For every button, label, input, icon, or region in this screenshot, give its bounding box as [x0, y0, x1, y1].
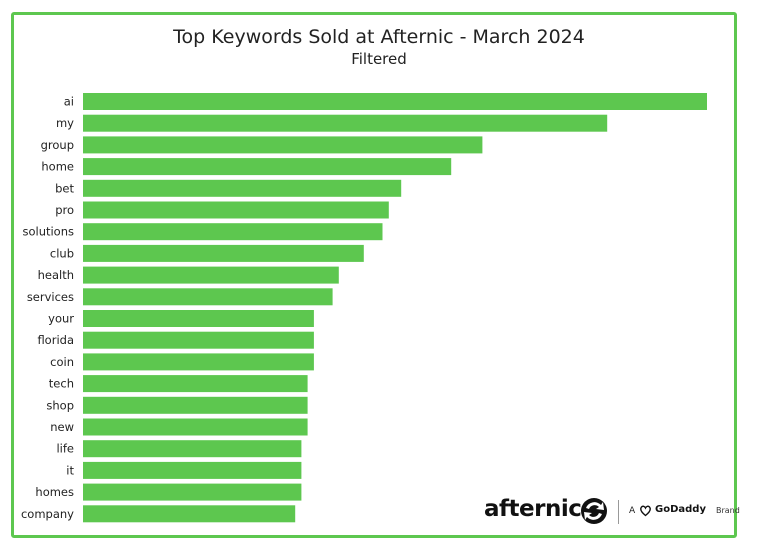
bar-your — [83, 310, 314, 327]
bar-my — [83, 114, 608, 132]
category-label-homes: homes — [35, 485, 74, 499]
bar-solutions — [83, 223, 383, 241]
chart-subtitle: Filtered — [351, 50, 407, 68]
afternic-swirl-icon — [581, 498, 607, 524]
bar-bet — [83, 179, 402, 197]
bar-health — [83, 266, 339, 284]
bar-services — [83, 288, 333, 306]
brand-name: GoDaddy — [655, 504, 706, 515]
bar-life — [83, 440, 302, 458]
bar-homes — [83, 483, 302, 501]
category-label-health: health — [38, 268, 74, 282]
bar-ai — [83, 93, 707, 110]
afternic-logo-text: afternic — [484, 496, 582, 522]
category-label-your: your — [48, 312, 74, 326]
category-label-coin: coin — [50, 355, 74, 369]
category-label-services: services — [27, 290, 74, 304]
category-label-solutions: solutions — [22, 225, 74, 239]
bar-tech — [83, 375, 308, 393]
category-label-bet: bet — [55, 181, 74, 195]
bar-company — [83, 505, 296, 523]
category-label-group: group — [41, 138, 74, 152]
bar-new — [83, 418, 308, 436]
bar-coin — [83, 353, 314, 371]
bar-shop — [83, 396, 308, 414]
category-label-tech: tech — [49, 377, 74, 391]
bar-florida — [83, 331, 314, 349]
bar-pro — [83, 201, 389, 219]
category-label-new: new — [50, 420, 74, 434]
bar-it — [83, 461, 302, 479]
category-label-shop: shop — [46, 398, 74, 412]
category-label-pro: pro — [55, 203, 74, 217]
category-label-home: home — [41, 160, 74, 174]
category-label-my: my — [56, 116, 74, 130]
logo-divider — [618, 500, 619, 524]
afternic-godaddy-logo: afternic A GoDaddy Brand — [484, 496, 740, 528]
bar-home — [83, 158, 452, 176]
bar-group — [83, 136, 483, 154]
category-label-florida: florida — [37, 333, 74, 347]
category-label-company: company — [21, 507, 74, 521]
chart-title: Top Keywords Sold at Afternic - March 20… — [173, 26, 585, 48]
brand-prefix: A — [629, 506, 636, 516]
godaddy-icon — [640, 505, 651, 517]
category-label-it: it — [66, 463, 74, 477]
brand-suffix: Brand — [716, 506, 740, 515]
category-label-life: life — [56, 442, 74, 456]
bar-club — [83, 244, 364, 262]
category-label-ai: ai — [64, 95, 74, 109]
category-label-club: club — [50, 246, 74, 260]
